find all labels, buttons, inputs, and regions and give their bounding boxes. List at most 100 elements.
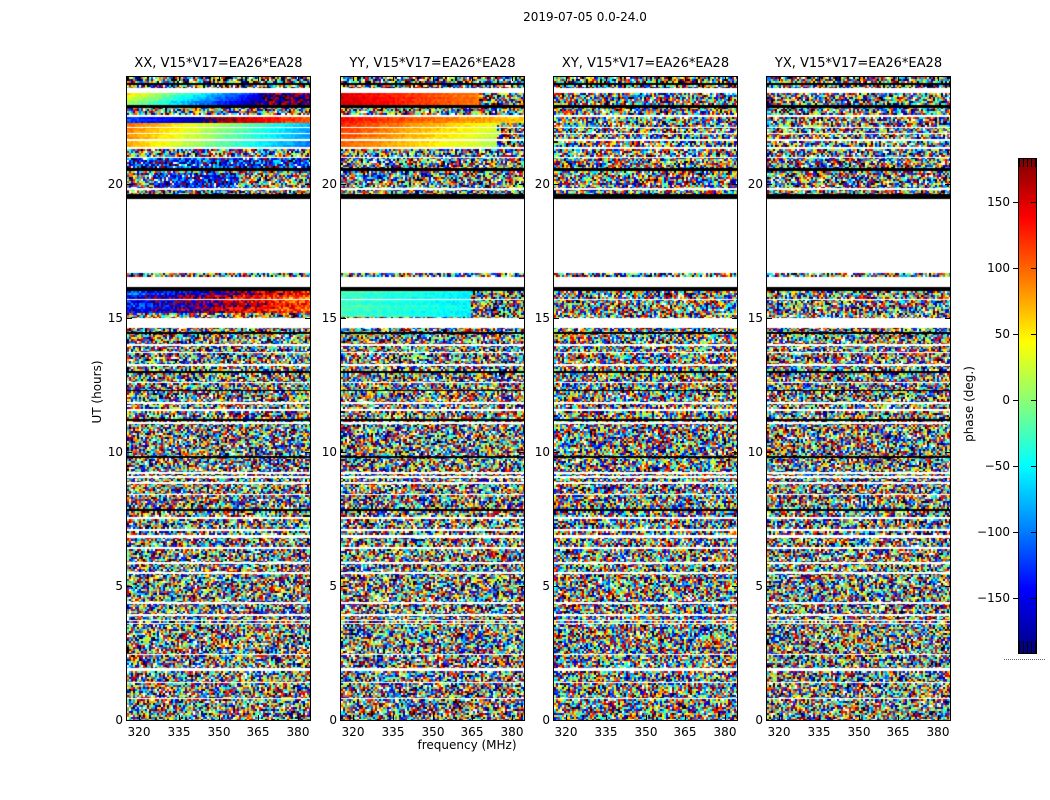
y-tick-mark xyxy=(127,586,132,587)
x-tick-label: 365 xyxy=(886,725,910,739)
x-tick-mark xyxy=(859,77,860,81)
y-tick-mark xyxy=(554,452,559,453)
y-tick-mark xyxy=(945,184,950,185)
y-tick-mark xyxy=(127,720,132,721)
y-tick-label: 20 xyxy=(534,177,550,191)
x-tick-label: 335 xyxy=(594,725,618,739)
y-tick-label: 0 xyxy=(542,713,550,727)
colorbar-tick-mark xyxy=(1013,400,1018,401)
y-tick-mark xyxy=(767,184,772,185)
x-tick-mark xyxy=(685,715,686,720)
colorbar-tick-label: −150 xyxy=(977,591,1010,605)
x-tick-mark xyxy=(179,77,180,81)
x-tick-mark xyxy=(353,77,354,81)
x-tick-label: 320 xyxy=(554,725,578,739)
x-tick-mark xyxy=(779,715,780,720)
colorbar-tick-label: −100 xyxy=(977,525,1010,539)
y-tick-mark xyxy=(732,318,737,319)
x-tick-mark xyxy=(298,77,299,81)
x-tick-mark xyxy=(472,715,473,720)
x-tick-mark xyxy=(646,77,647,81)
colorbar-tick-mark xyxy=(1013,532,1018,533)
x-tick-mark xyxy=(179,715,180,720)
y-tick-mark xyxy=(305,318,310,319)
y-tick-mark xyxy=(945,586,950,587)
x-tick-mark xyxy=(566,715,567,720)
y-tick-mark xyxy=(732,586,737,587)
y-tick-mark xyxy=(519,586,524,587)
panel-title-YY: YY, V15*V17=EA26*EA28 xyxy=(349,56,516,71)
x-tick-label: 365 xyxy=(246,725,270,739)
y-tick-mark xyxy=(519,318,524,319)
x-tick-mark xyxy=(898,77,899,81)
y-tick-mark xyxy=(127,452,132,453)
y-tick-mark xyxy=(305,452,310,453)
y-tick-label: 0 xyxy=(329,713,337,727)
x-axis-label: frequency (MHz) xyxy=(417,738,517,752)
colorbar-tick-mark xyxy=(1031,532,1036,533)
x-tick-label: 365 xyxy=(673,725,697,739)
panel-YX-heatmap xyxy=(767,77,950,720)
y-tick-mark xyxy=(554,318,559,319)
colorbar-tick-mark xyxy=(1031,598,1036,599)
colorbar-extend-top-hatch xyxy=(1019,159,1036,167)
x-tick-label: 350 xyxy=(634,725,658,739)
x-tick-mark xyxy=(393,77,394,81)
panel-title-XX: XX, V15*V17=EA26*EA28 xyxy=(134,56,303,71)
colorbar xyxy=(1018,158,1037,654)
x-tick-label: 335 xyxy=(381,725,405,739)
y-tick-mark xyxy=(554,184,559,185)
y-tick-mark xyxy=(519,452,524,453)
y-tick-label: 5 xyxy=(115,579,123,593)
y-tick-mark xyxy=(519,720,524,721)
panel-YY-heatmap xyxy=(341,77,524,720)
y-tick-mark xyxy=(732,184,737,185)
y-tick-mark xyxy=(767,318,772,319)
x-tick-mark xyxy=(139,715,140,720)
y-tick-label: 5 xyxy=(755,579,763,593)
x-tick-mark xyxy=(898,715,899,720)
colorbar-extend-bottom-hatch xyxy=(1019,641,1036,653)
y-tick-mark xyxy=(341,720,346,721)
x-tick-label: 365 xyxy=(460,725,484,739)
colorbar-tick-label: 150 xyxy=(987,195,1010,209)
y-tick-mark xyxy=(341,586,346,587)
figure-title: 2019-07-05 0.0-24.0 xyxy=(523,10,647,24)
y-tick-label: 15 xyxy=(747,311,763,325)
x-tick-mark xyxy=(606,715,607,720)
x-tick-mark xyxy=(819,715,820,720)
x-tick-mark xyxy=(938,77,939,81)
y-tick-mark xyxy=(341,184,346,185)
y-tick-label: 5 xyxy=(542,579,550,593)
y-tick-label: 15 xyxy=(534,311,550,325)
colorbar-tick-mark xyxy=(1031,202,1036,203)
y-tick-mark xyxy=(945,452,950,453)
y-tick-mark xyxy=(305,184,310,185)
y-tick-mark xyxy=(945,318,950,319)
x-tick-mark xyxy=(685,77,686,81)
y-tick-mark xyxy=(767,586,772,587)
y-tick-label: 20 xyxy=(107,177,123,191)
x-tick-mark xyxy=(393,715,394,720)
colorbar-dotted-baseline xyxy=(1004,659,1045,660)
colorbar-tick-label: 50 xyxy=(994,327,1010,341)
colorbar-tick-label: 0 xyxy=(1002,393,1010,407)
x-tick-mark xyxy=(938,715,939,720)
x-tick-mark xyxy=(512,77,513,81)
y-tick-mark xyxy=(732,452,737,453)
y-tick-mark xyxy=(732,720,737,721)
x-tick-mark xyxy=(433,77,434,81)
y-tick-mark xyxy=(305,720,310,721)
colorbar-tick-mark xyxy=(1013,598,1018,599)
y-tick-label: 10 xyxy=(321,445,337,459)
x-tick-label: 320 xyxy=(127,725,151,739)
x-tick-mark xyxy=(219,715,220,720)
x-tick-label: 335 xyxy=(167,725,191,739)
y-tick-mark xyxy=(945,720,950,721)
x-tick-mark xyxy=(298,715,299,720)
y-tick-mark xyxy=(767,720,772,721)
x-tick-mark xyxy=(606,77,607,81)
colorbar-tick-mark xyxy=(1031,400,1036,401)
colorbar-tick-mark xyxy=(1013,268,1018,269)
